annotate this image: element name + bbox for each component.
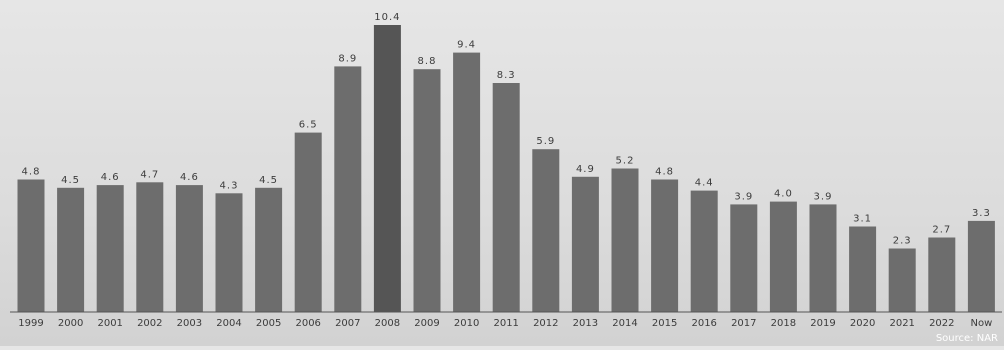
- bar-2017: [730, 204, 758, 312]
- value-label-2020: 3.1: [853, 214, 872, 225]
- bar-2010: [453, 52, 481, 312]
- bar-2020: [849, 226, 877, 312]
- value-label-2007: 8.9: [338, 53, 357, 64]
- category-label-2016: 2016: [691, 318, 716, 329]
- bar-2012: [532, 149, 560, 312]
- category-label-2020: 2020: [850, 318, 875, 329]
- value-label-2022: 2.7: [932, 225, 951, 236]
- category-label-2009: 2009: [414, 318, 439, 329]
- value-label-2015: 4.8: [655, 167, 674, 178]
- value-label-2001: 4.6: [101, 172, 120, 183]
- category-label-2002: 2002: [137, 318, 162, 329]
- bar-2007: [334, 66, 362, 313]
- bar-2009: [413, 69, 441, 312]
- category-label-1999: 1999: [18, 318, 43, 329]
- category-labels-layer: 1999 2000 2001 2002 2003 2004 2005 2006 2007 2008…: [18, 318, 992, 329]
- bar-2002: [136, 182, 164, 312]
- source-label: Source: NAR: [936, 333, 998, 344]
- value-label-2002: 4.7: [140, 169, 159, 180]
- bar-1999: [17, 179, 45, 312]
- value-label-2019: 3.9: [814, 191, 833, 202]
- category-label-2015: 2015: [652, 318, 677, 329]
- value-labels-layer: 4.8 4.5 4.6 4.7 4.6 4.3 4.5 6.5 8.9 10.4 8.8 9.4 8.3…: [22, 12, 991, 247]
- bar-2003: [175, 185, 203, 312]
- bar-2001: [96, 185, 124, 312]
- bar-2015: [651, 179, 679, 312]
- category-label-2014: 2014: [612, 318, 637, 329]
- bar-2019: [809, 204, 837, 312]
- category-label-now: Now: [971, 318, 993, 329]
- value-label-2008: 10.4: [374, 12, 400, 23]
- category-label-2000: 2000: [58, 318, 83, 329]
- category-label-2001: 2001: [97, 318, 122, 329]
- value-label-2006: 6.5: [299, 120, 318, 131]
- bar-2006: [294, 132, 322, 312]
- value-label-2017: 3.9: [734, 191, 753, 202]
- bar-2008: [373, 25, 401, 312]
- category-label-2008: 2008: [375, 318, 400, 329]
- value-label-2010: 9.4: [457, 40, 476, 51]
- value-label-2009: 8.8: [418, 56, 437, 67]
- value-label-2003: 4.6: [180, 172, 199, 183]
- category-label-2017: 2017: [731, 318, 756, 329]
- category-label-2004: 2004: [216, 318, 241, 329]
- value-label-2005: 4.5: [259, 175, 278, 186]
- bar-now: [967, 220, 995, 312]
- category-label-2022: 2022: [929, 318, 954, 329]
- category-label-2011: 2011: [493, 318, 518, 329]
- category-label-2003: 2003: [177, 318, 202, 329]
- value-label-2004: 4.3: [220, 180, 239, 191]
- bar-2004: [215, 193, 243, 312]
- category-label-2013: 2013: [573, 318, 598, 329]
- bar-2011: [492, 83, 520, 312]
- category-label-2012: 2012: [533, 318, 558, 329]
- category-label-2007: 2007: [335, 318, 360, 329]
- category-label-2021: 2021: [889, 318, 914, 329]
- category-label-2006: 2006: [295, 318, 320, 329]
- bar-2005: [255, 187, 283, 312]
- bars-layer: [17, 25, 995, 313]
- category-label-2018: 2018: [771, 318, 796, 329]
- bar-2016: [690, 190, 718, 312]
- value-label-2016: 4.4: [695, 178, 714, 189]
- value-label-now: 3.3: [972, 208, 991, 219]
- value-label-2012: 5.9: [536, 136, 555, 147]
- value-label-2021: 2.3: [893, 236, 912, 247]
- value-label-2011: 8.3: [497, 70, 516, 81]
- bar-2013: [571, 176, 599, 312]
- bar-2022: [928, 237, 956, 312]
- bar-2018: [769, 201, 797, 312]
- value-label-2018: 4.0: [774, 189, 793, 200]
- value-label-2014: 5.2: [616, 156, 635, 167]
- bar-2021: [888, 248, 916, 312]
- category-label-2010: 2010: [454, 318, 479, 329]
- bar-2000: [57, 187, 85, 312]
- category-label-2019: 2019: [810, 318, 835, 329]
- value-label-2013: 4.9: [576, 164, 595, 175]
- value-label-2000: 4.5: [61, 175, 80, 186]
- value-label-1999: 4.8: [22, 167, 41, 178]
- bar-2014: [611, 168, 639, 312]
- category-label-2005: 2005: [256, 318, 281, 329]
